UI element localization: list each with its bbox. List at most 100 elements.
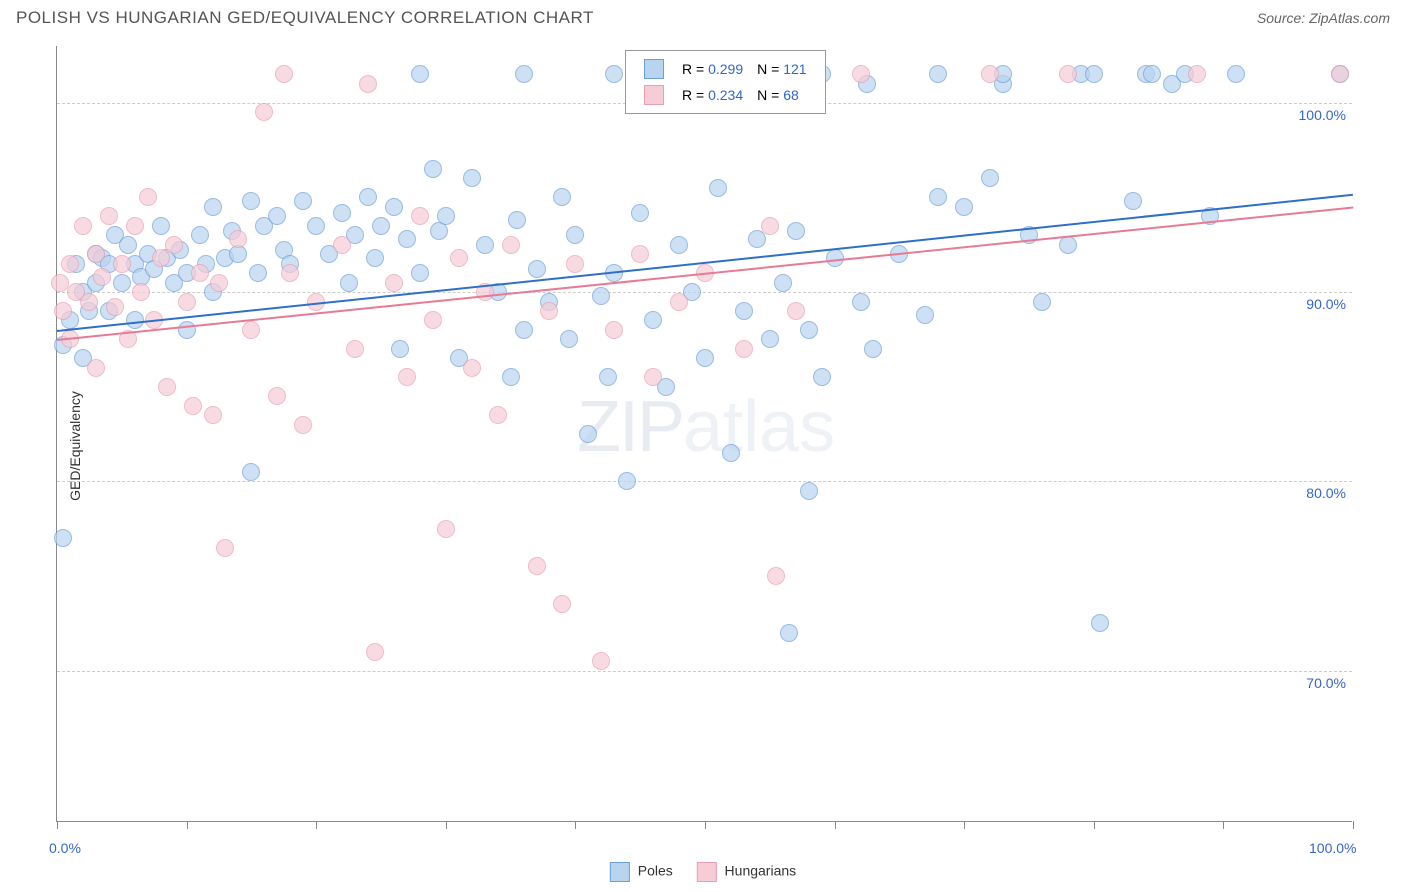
data-point <box>178 321 196 339</box>
x-tick <box>1353 821 1354 829</box>
data-point <box>476 236 494 254</box>
data-point <box>411 65 429 83</box>
data-point <box>210 274 228 292</box>
data-point <box>1143 65 1161 83</box>
data-point <box>1124 192 1142 210</box>
data-point <box>787 222 805 240</box>
scatter-chart: ZIPatlas 70.0%80.0%90.0%100.0%0.0%100.0%… <box>56 46 1352 822</box>
data-point <box>126 217 144 235</box>
data-point <box>515 65 533 83</box>
data-point <box>333 204 351 222</box>
data-point <box>54 302 72 320</box>
data-point <box>437 207 455 225</box>
data-point <box>100 207 118 225</box>
data-point <box>981 169 999 187</box>
legend-r-label: R = 0.299 <box>676 57 749 81</box>
data-point <box>515 321 533 339</box>
data-point <box>955 198 973 216</box>
data-point <box>51 274 69 292</box>
data-point <box>346 340 364 358</box>
data-point <box>359 75 377 93</box>
data-point <box>631 245 649 263</box>
data-point <box>722 444 740 462</box>
legend-label-hungarians: Hungarians <box>725 863 797 879</box>
data-point <box>735 340 753 358</box>
gridline <box>57 292 1352 293</box>
x-tick <box>187 821 188 829</box>
data-point <box>242 463 260 481</box>
data-point <box>242 321 260 339</box>
x-tick-label: 100.0% <box>1309 840 1356 856</box>
data-point <box>184 397 202 415</box>
data-point <box>398 230 416 248</box>
data-point <box>463 169 481 187</box>
data-point <box>696 349 714 367</box>
data-point <box>1091 614 1109 632</box>
data-point <box>139 188 157 206</box>
data-point <box>340 274 358 292</box>
data-point <box>1331 65 1349 83</box>
data-point <box>1085 65 1103 83</box>
data-point <box>553 595 571 613</box>
x-tick <box>964 821 965 829</box>
data-point <box>87 359 105 377</box>
x-tick <box>1094 821 1095 829</box>
y-tick-label: 80.0% <box>1306 485 1346 501</box>
hungarians-swatch <box>697 862 717 882</box>
data-point <box>813 368 831 386</box>
data-point <box>113 255 131 273</box>
data-point <box>106 298 124 316</box>
data-point <box>113 274 131 292</box>
y-tick-label: 70.0% <box>1306 675 1346 691</box>
data-point <box>761 330 779 348</box>
source-attribution: Source: ZipAtlas.com <box>1257 10 1390 26</box>
data-point <box>119 236 137 254</box>
data-point <box>204 198 222 216</box>
data-point <box>929 188 947 206</box>
data-point <box>229 230 247 248</box>
chart-title: POLISH VS HUNGARIAN GED/EQUIVALENCY CORR… <box>16 8 594 28</box>
data-point <box>528 557 546 575</box>
data-point <box>333 236 351 254</box>
data-point <box>774 274 792 292</box>
data-point <box>281 264 299 282</box>
data-point <box>709 179 727 197</box>
legend-r-label: R = 0.234 <box>676 83 749 107</box>
data-point <box>502 368 520 386</box>
data-point <box>566 255 584 273</box>
data-point <box>54 529 72 547</box>
data-point <box>385 274 403 292</box>
data-point <box>1059 236 1077 254</box>
data-point <box>255 103 273 121</box>
legend-stats: R = 0.299N = 121R = 0.234N = 68 <box>625 50 826 114</box>
data-point <box>605 65 623 83</box>
data-point <box>424 160 442 178</box>
data-point <box>178 293 196 311</box>
x-tick <box>575 821 576 829</box>
data-point <box>61 255 79 273</box>
data-point <box>191 264 209 282</box>
data-point <box>502 236 520 254</box>
data-point <box>735 302 753 320</box>
data-point <box>592 287 610 305</box>
legend-n-label: N = 121 <box>751 57 812 81</box>
data-point <box>275 65 293 83</box>
data-point <box>644 311 662 329</box>
data-point <box>80 293 98 311</box>
data-point <box>670 293 688 311</box>
legend-item-poles: Poles <box>610 862 673 882</box>
data-point <box>372 217 390 235</box>
data-point <box>268 387 286 405</box>
data-point <box>87 245 105 263</box>
data-point <box>385 198 403 216</box>
legend-item-hungarians: Hungarians <box>697 862 797 882</box>
data-point <box>618 472 636 490</box>
x-tick <box>1223 821 1224 829</box>
data-point <box>93 268 111 286</box>
data-point <box>864 340 882 358</box>
data-point <box>216 539 234 557</box>
trend-line <box>57 194 1353 332</box>
data-point <box>566 226 584 244</box>
data-point <box>307 217 325 235</box>
x-tick <box>57 821 58 829</box>
